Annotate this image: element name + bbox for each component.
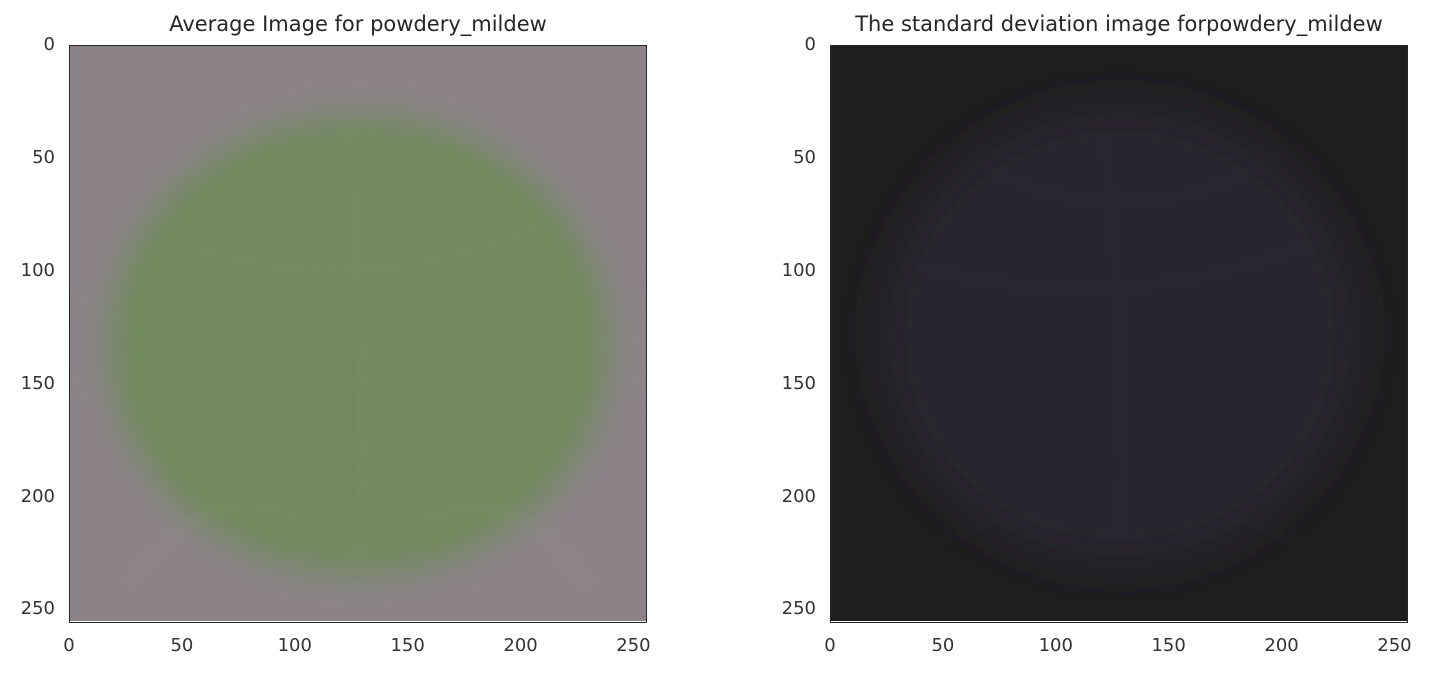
y-tick-label: 0 — [43, 34, 55, 55]
x-tick-label: 0 — [63, 635, 75, 656]
y-tick-label: 50 — [32, 146, 55, 168]
y-tick-label: 50 — [793, 146, 816, 168]
y-tick-label: 150 — [20, 372, 55, 394]
x-tick-label: 50 — [931, 635, 955, 656]
y-tick-label: 100 — [781, 259, 816, 281]
y-tick-label: 200 — [20, 485, 55, 507]
y-tick-label: 150 — [781, 372, 816, 394]
y-tick-label: 200 — [781, 485, 816, 507]
x-tick-label: 150 — [1151, 635, 1186, 656]
x-tick-label: 200 — [503, 635, 538, 656]
x-tick-label: 0 — [824, 635, 836, 656]
chart-title: The standard deviation image forpowdery_… — [855, 12, 1383, 36]
y-tick-label: 250 — [781, 598, 816, 620]
x-tick-label: 250 — [616, 635, 651, 656]
mean-image — [69, 45, 647, 623]
x-tick-label: 250 — [1377, 635, 1412, 656]
std-image — [830, 45, 1408, 623]
x-tick-label: 150 — [390, 635, 425, 656]
y-tick-label: 250 — [20, 598, 55, 620]
x-tick-label: 100 — [277, 635, 312, 656]
x-tick-label: 100 — [1038, 635, 1073, 656]
y-tick-label: 0 — [804, 34, 816, 55]
chart-title: Average Image for powdery_mildew — [169, 12, 547, 36]
x-tick-label: 200 — [1264, 635, 1299, 656]
x-tick-label: 50 — [170, 635, 194, 656]
y-tick-label: 100 — [20, 259, 55, 281]
